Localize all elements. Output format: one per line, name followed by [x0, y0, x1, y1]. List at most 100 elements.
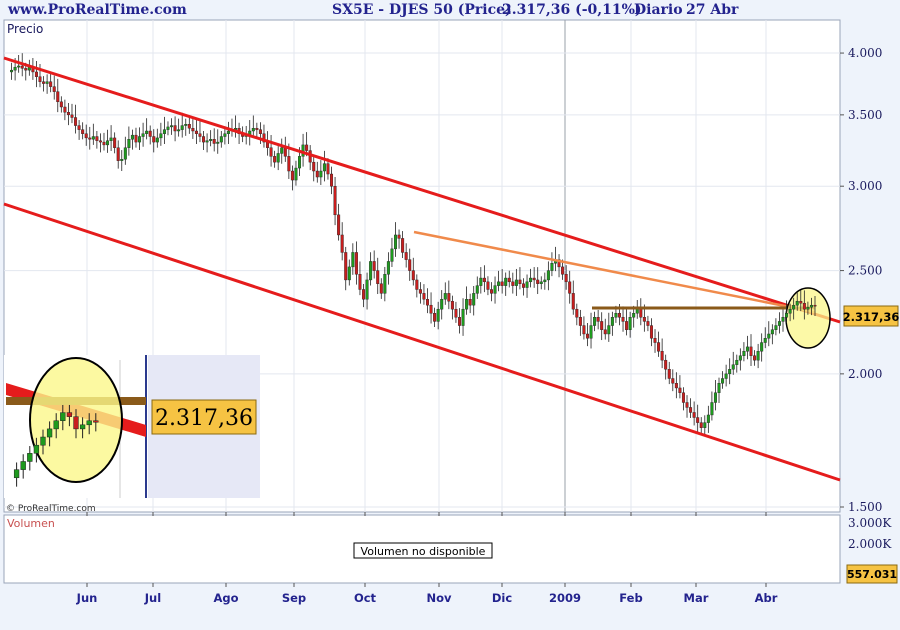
candlestick [561, 259, 565, 280]
candlestick [582, 316, 586, 340]
x-tick-label: Abr [755, 591, 778, 605]
zoom-inset: 2.317,36 [4, 355, 260, 498]
candlestick [294, 160, 298, 186]
candlestick [607, 312, 611, 342]
x-tick-label: Jul [144, 591, 161, 605]
candlestick [507, 270, 511, 288]
candlestick [806, 301, 810, 315]
candlestick [358, 261, 362, 296]
date-label: 27 Abr [686, 2, 739, 18]
candlestick [802, 290, 806, 320]
candlestick [795, 292, 799, 311]
last-quote: 2.317,36 (-0,11%) [502, 2, 642, 18]
candlestick [66, 103, 70, 126]
candlestick [106, 129, 110, 153]
last-volume-label: 557.031 [847, 568, 897, 581]
zoom-candlestick [40, 429, 46, 455]
candlestick [422, 284, 426, 305]
y-tick-label: 2.500 [848, 264, 882, 278]
candlestick [671, 369, 675, 392]
candlestick [472, 286, 476, 316]
candlestick [10, 62, 14, 80]
candlestick [763, 327, 767, 349]
candlestick [425, 288, 429, 314]
candlestick [369, 252, 373, 286]
candlestick [454, 301, 458, 323]
last-volume-tag [846, 564, 898, 584]
copyright-label: © ProRealTime.com [6, 504, 96, 514]
y-tick-label: 1.500 [848, 500, 882, 514]
candlestick [70, 103, 74, 124]
candlestick [664, 354, 668, 380]
zoom-price-box [151, 399, 257, 435]
candlestick [290, 165, 294, 191]
channel-upper-line [3, 56, 841, 324]
candlestick [489, 282, 493, 302]
candlestick [681, 387, 685, 411]
candlestick [756, 343, 760, 369]
zoom-candlestick [93, 413, 99, 432]
candlestick [493, 276, 497, 304]
candlestick [692, 401, 696, 426]
candlestick [788, 303, 792, 322]
candlestick [202, 130, 206, 151]
candlestick [568, 270, 572, 304]
x-tick-label: Ago [213, 591, 238, 605]
x-tick-label: Nov [426, 591, 452, 605]
trend-line [413, 230, 816, 314]
candlestick [521, 278, 525, 296]
candlestick [322, 150, 326, 182]
candlestick [177, 118, 181, 137]
candlestick [429, 292, 433, 324]
candlestick [696, 404, 700, 433]
volume-tick-label: 2.000K [848, 537, 892, 551]
candlestick [365, 272, 369, 310]
candlestick [191, 119, 195, 139]
candlestick [312, 154, 316, 182]
candlestick [443, 282, 447, 305]
period-label: Diario [634, 2, 683, 18]
volume-message: Volumen no disponible [361, 545, 486, 558]
candlestick [809, 297, 813, 316]
candlestick [589, 312, 593, 349]
candlestick [162, 116, 166, 145]
candlestick [205, 133, 209, 153]
candlestick [88, 126, 92, 150]
zoom-candlestick [13, 462, 20, 487]
zoom-candlestick [79, 417, 86, 439]
candlestick [511, 272, 515, 294]
candlestick [145, 118, 149, 140]
candlestick [415, 274, 419, 298]
candlestick [777, 312, 781, 334]
candlestick [49, 72, 53, 93]
last-price-tag [843, 305, 899, 327]
candlestick [447, 280, 451, 310]
candlestick [56, 78, 60, 113]
y-tick-label: 2.000 [848, 367, 882, 381]
candlestick [497, 270, 501, 292]
site-name: www.ProRealTime.com [8, 2, 187, 18]
instrument-title: SX5E - DJES 50 (Price) [332, 2, 512, 18]
candlestick [575, 303, 579, 326]
candlestick [194, 120, 198, 145]
candlestick [219, 130, 223, 148]
candlestick [525, 274, 529, 298]
candlestick [433, 307, 437, 327]
candlestick [109, 125, 113, 151]
x-tick-label: Feb [619, 591, 642, 605]
candlestick [330, 166, 334, 195]
candlestick [792, 297, 796, 320]
candlestick [468, 293, 472, 314]
highlight-circle [785, 287, 831, 349]
candlestick [678, 375, 682, 399]
candlestick [685, 395, 689, 418]
price-panel-title: Precio [7, 22, 43, 36]
candlestick [91, 123, 95, 145]
candlestick [781, 306, 785, 332]
candlestick [397, 229, 401, 249]
candlestick [482, 265, 486, 293]
candlestick [127, 126, 131, 156]
candlestick [209, 130, 213, 147]
candlestick [212, 128, 216, 152]
candlestick [760, 333, 764, 362]
